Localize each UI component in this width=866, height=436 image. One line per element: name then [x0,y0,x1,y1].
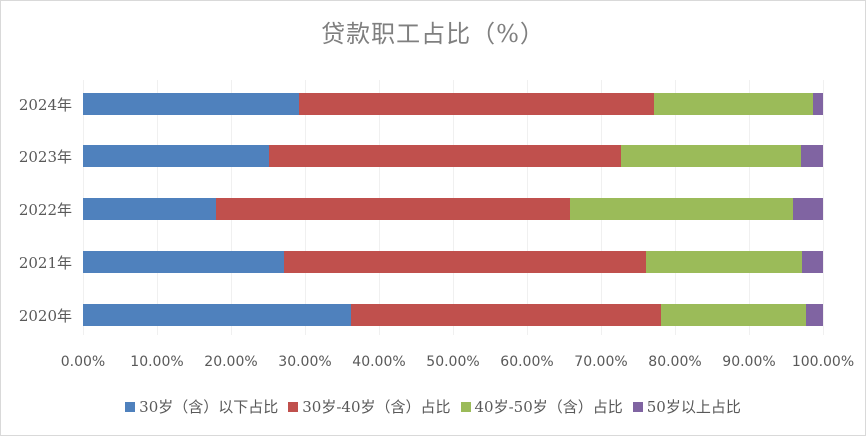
legend-label: 30岁（含）以下占比 [139,398,279,416]
stacked-bar [83,304,823,326]
x-tick-label: 80.00% [648,354,702,370]
bar-segment[interactable] [792,198,823,220]
x-tick-label: 10.00% [130,354,184,370]
bar-segment[interactable] [299,93,655,115]
x-tick-label: 90.00% [722,354,776,370]
x-tick-label: 20.00% [204,354,258,370]
legend-label: 50岁以上占比 [646,398,741,416]
bar-segment[interactable] [268,145,621,167]
bar-segment[interactable] [284,251,647,273]
bar-segment[interactable] [620,145,801,167]
bar-segment[interactable] [812,93,823,115]
stacked-bar [83,251,823,273]
bar-segment[interactable] [83,145,269,167]
x-tick-label: 0.00% [60,354,106,370]
x-tick-label: 70.00% [574,354,628,370]
bar-segment[interactable] [83,198,217,220]
legend-swatch-icon [125,401,136,412]
bar-segment[interactable] [83,304,351,326]
bar-segment[interactable] [802,251,823,273]
chart-title: 贷款职工占比（%） [321,20,545,48]
legend-swatch-icon [288,401,299,412]
stacked-bar [83,198,823,220]
legend-swatch-icon [632,401,643,412]
stacked-bar [83,93,823,115]
bar-segment[interactable] [660,304,806,326]
gridline [823,80,824,335]
bar-segment[interactable] [83,93,300,115]
bar-segment[interactable] [646,251,803,273]
category-label: 2021年 [18,254,72,272]
stacked-bar [83,145,823,167]
legend-item[interactable]: 40岁-50岁（含）占比 [460,396,623,417]
x-tick-label: 30.00% [278,354,332,370]
legend-item[interactable]: 30岁-40岁（含）占比 [288,396,451,417]
x-tick-label: 100.00% [791,354,855,370]
x-tick-label: 50.00% [426,354,480,370]
bar-segment[interactable] [800,145,823,167]
category-label: 2024年 [18,96,72,114]
bar-segment[interactable] [569,198,793,220]
legend-item[interactable]: 30岁（含）以下占比 [125,396,278,417]
bar-segment[interactable] [654,93,813,115]
legend-item[interactable]: 50岁以上占比 [632,396,741,417]
legend-label: 40岁-50岁（含）占比 [474,398,623,416]
legend-swatch-icon [460,401,471,412]
bar-segment[interactable] [216,198,570,220]
bar-segment[interactable] [83,251,285,273]
category-label: 2020年 [18,307,72,325]
legend: 30岁（含）以下占比 30岁-40岁（含）占比 40岁-50岁（含）占比 50岁以上占… [0,396,866,417]
x-tick-label: 60.00% [500,354,554,370]
bar-segment[interactable] [805,304,823,326]
legend-label: 30岁-40岁（含）占比 [302,398,451,416]
bar-segment[interactable] [350,304,661,326]
x-tick-label: 40.00% [352,354,406,370]
category-label: 2022年 [18,201,72,219]
category-label: 2023年 [18,148,72,166]
